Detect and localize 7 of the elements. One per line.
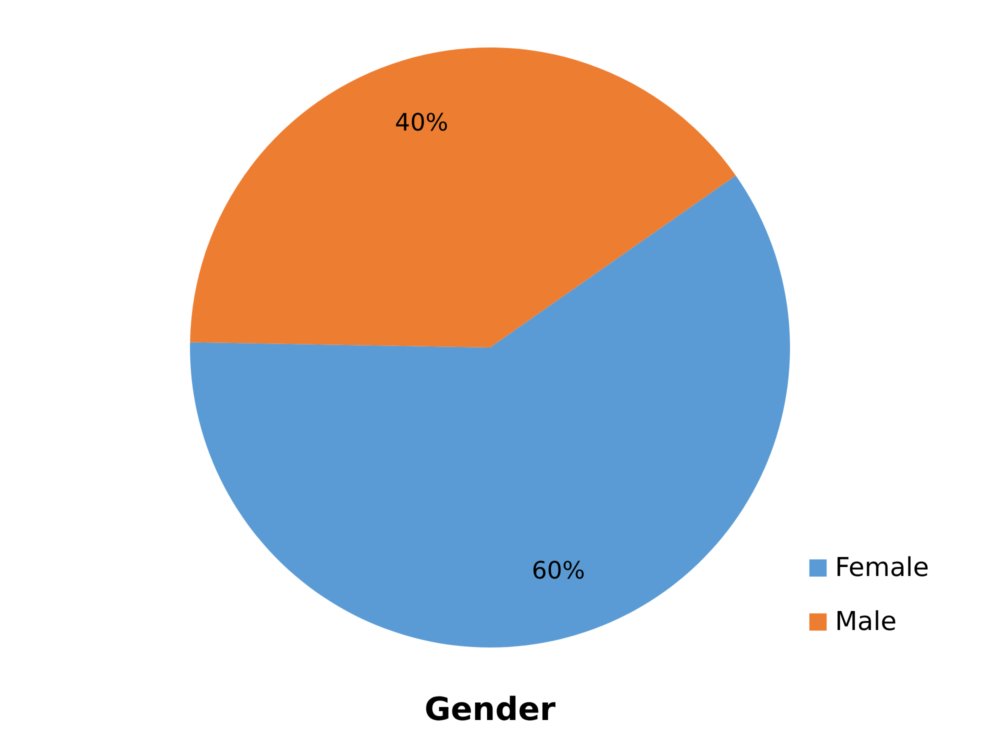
- pie-slice: [190, 48, 736, 348]
- legend-label: Male: [835, 607, 897, 637]
- data-label: 60%: [532, 556, 586, 584]
- data-label: 40%: [394, 108, 448, 137]
- text: Gender: [424, 690, 556, 728]
- pie-slice: [190, 175, 790, 648]
- legend-label: Female: [835, 553, 930, 583]
